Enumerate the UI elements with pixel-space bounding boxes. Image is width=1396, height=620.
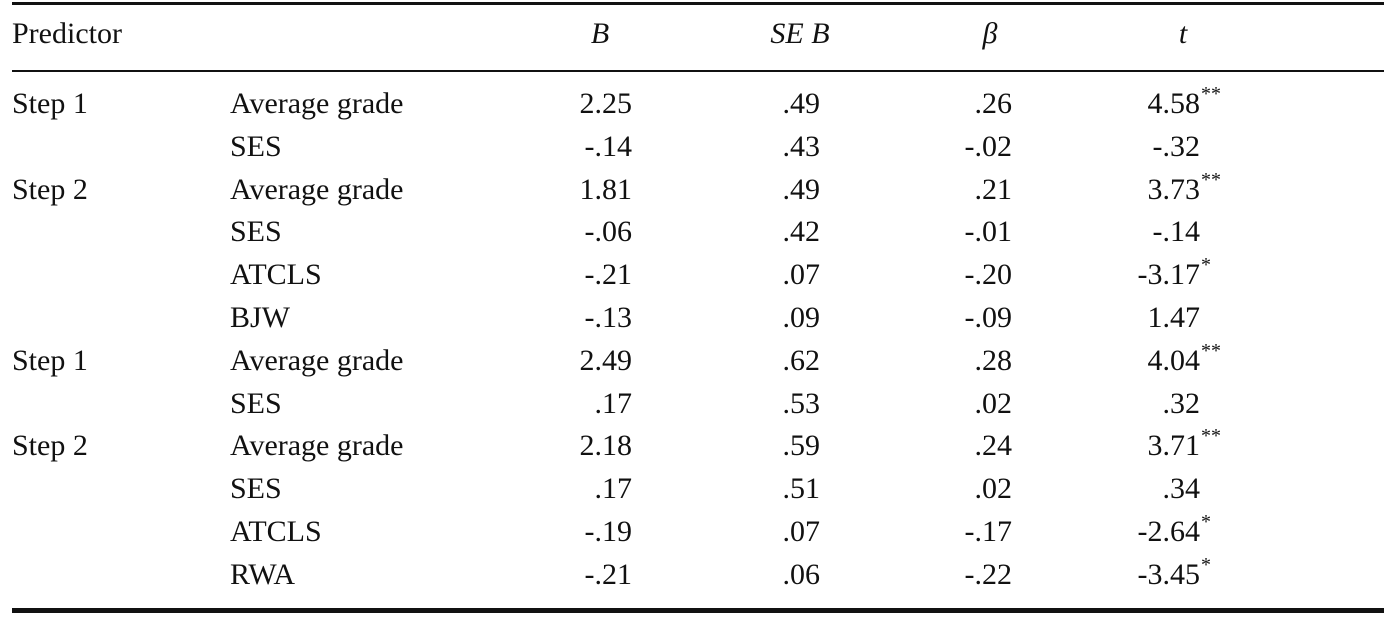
- row-t-value: .34: [1162, 472, 1201, 506]
- row-predictor: SES: [230, 129, 282, 163]
- row-beta-value: .02: [974, 472, 1013, 506]
- row-t-value: .32: [1162, 386, 1201, 420]
- row-se-b-value: .42: [782, 215, 821, 249]
- row-beta-value: .02: [974, 386, 1013, 420]
- row-t-value: -2.64: [1137, 515, 1201, 548]
- row-beta-value: .21: [974, 172, 1013, 206]
- row-b-value: 2.49: [579, 343, 633, 377]
- row-significance-marker: *: [1201, 254, 1211, 277]
- row-se-b-value: .62: [782, 343, 821, 377]
- row-se-b-value: .43: [782, 129, 821, 163]
- row-b-value: -.21: [584, 258, 633, 292]
- row-b-value: -.21: [584, 557, 633, 591]
- header-predictor: Predictor: [12, 17, 122, 50]
- row-se-b-value: .53: [782, 386, 821, 420]
- row-se-b-value: .07: [782, 258, 821, 292]
- row-predictor: BJW: [230, 301, 290, 334]
- row-predictor: Average grade: [230, 429, 404, 463]
- row-se-b-value: .07: [782, 515, 821, 548]
- header-rule: [12, 70, 1384, 72]
- row-beta-value: -.09: [964, 301, 1013, 334]
- row-b-value: .17: [594, 386, 633, 420]
- row-significance-marker: **: [1201, 339, 1221, 362]
- row-t-value: 1.47: [1147, 301, 1201, 334]
- row-b-value: 1.81: [579, 172, 633, 206]
- row-se-b-value: .06: [782, 557, 821, 591]
- row-significance-marker: **: [1201, 168, 1221, 191]
- row-beta-value: -.01: [964, 215, 1013, 249]
- row-se-b-value: .51: [782, 472, 821, 506]
- row-predictor: Average grade: [230, 172, 404, 206]
- row-se-b-value: .49: [782, 172, 821, 206]
- row-b-value: -.14: [584, 129, 633, 163]
- row-predictor: SES: [230, 386, 282, 420]
- row-predictor: ATCLS: [230, 515, 322, 548]
- row-beta-value: -.17: [964, 515, 1013, 548]
- row-predictor: ATCLS: [230, 258, 322, 292]
- row-t-value: 3.73: [1147, 172, 1201, 206]
- row-step-label: Step 2: [12, 172, 88, 206]
- row-significance-marker: *: [1201, 511, 1211, 533]
- row-t-value: -.14: [1152, 215, 1201, 249]
- row-beta-value: .28: [974, 343, 1013, 377]
- row-predictor: RWA: [230, 557, 296, 591]
- row-step-label: Step 1: [12, 87, 88, 120]
- row-se-b-value: .49: [782, 87, 821, 120]
- row-b-value: 2.18: [579, 429, 633, 463]
- row-beta-value: .24: [974, 429, 1013, 463]
- row-b-value: 2.25: [579, 87, 633, 120]
- row-t-value: -3.17: [1137, 258, 1201, 292]
- row-predictor: Average grade: [230, 87, 404, 120]
- header-beta: β: [982, 17, 998, 50]
- row-significance-marker: **: [1201, 425, 1221, 448]
- row-se-b-value: .59: [782, 429, 821, 463]
- row-significance-marker: **: [1201, 83, 1221, 105]
- row-t-value: -3.45: [1137, 557, 1201, 591]
- row-b-value: -.06: [584, 215, 633, 249]
- row-predictor: SES: [230, 215, 282, 249]
- header-t: t: [1178, 17, 1188, 50]
- row-predictor: Average grade: [230, 343, 404, 377]
- row-t-value: -.32: [1152, 129, 1201, 163]
- row-b-value: .17: [594, 472, 633, 506]
- row-t-value: 4.58: [1147, 87, 1201, 120]
- top-rule: [12, 2, 1384, 5]
- row-beta-value: -.02: [964, 129, 1013, 163]
- row-t-value: 3.71: [1147, 429, 1201, 463]
- row-step-label: Step 1: [12, 343, 88, 377]
- header-se-b: SE B: [770, 17, 830, 50]
- row-beta-value: .26: [974, 87, 1013, 120]
- row-se-b-value: .09: [782, 301, 821, 334]
- row-beta-value: -.20: [964, 258, 1013, 292]
- header-b: B: [590, 17, 610, 50]
- bottom-rule: [12, 608, 1384, 613]
- row-step-label: Step 2: [12, 429, 88, 463]
- row-b-value: -.19: [584, 515, 633, 548]
- row-significance-marker: *: [1201, 553, 1211, 576]
- row-t-value: 4.04: [1147, 343, 1201, 377]
- row-beta-value: -.22: [964, 557, 1013, 591]
- row-predictor: SES: [230, 472, 282, 506]
- row-b-value: -.13: [584, 301, 633, 334]
